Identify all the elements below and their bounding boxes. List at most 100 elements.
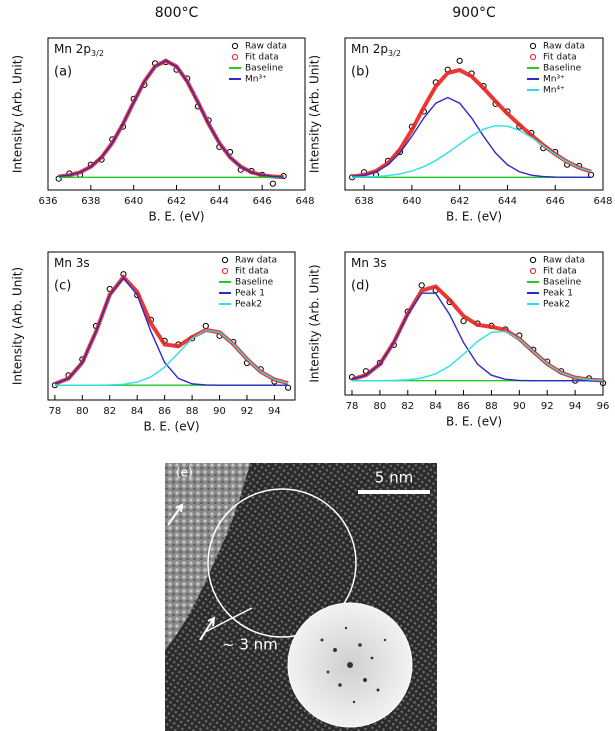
y-axis-label: Intensity (Arb. Unit)	[11, 267, 25, 385]
legend-label: Peak 1	[235, 289, 265, 299]
x-tick-label: 646	[546, 196, 565, 207]
legend-label: Mn³⁺	[245, 75, 267, 85]
x-tick-label: 82	[103, 406, 116, 417]
amorphous-region	[165, 463, 250, 650]
legend-label: Peak 1	[543, 289, 573, 299]
legend-label: Raw data	[543, 256, 585, 266]
x-axis-label: B. E. (eV)	[143, 420, 199, 434]
panel-label: (c)	[54, 279, 71, 294]
x-tick-label: 86	[158, 406, 171, 417]
arrow-right	[199, 616, 216, 641]
x-tick-label: 84	[131, 406, 144, 417]
legend-label: Fit data	[245, 53, 279, 63]
element-label: Mn 2p3/2	[351, 42, 401, 58]
element-label: Mn 2p3/2	[54, 42, 104, 58]
legend-label: Baseline	[543, 64, 582, 74]
legend-label: Peak2	[543, 300, 570, 310]
region-circle	[207, 488, 357, 638]
legend-symbol	[221, 267, 229, 275]
x-tick-label: 644	[498, 196, 517, 207]
legend-symbol	[529, 256, 537, 264]
element-label: Mn 3s	[54, 256, 90, 270]
annotation-line	[204, 607, 253, 633]
x-tick-label: 88	[186, 406, 199, 417]
component-line	[352, 96, 592, 179]
legend-symbol	[529, 53, 537, 61]
legend-label: Raw data	[543, 42, 585, 52]
component-line	[352, 124, 592, 178]
legend-label: Raw data	[235, 256, 277, 266]
x-tick-label: 90	[513, 401, 526, 412]
raw-data-point	[460, 318, 467, 325]
x-tick-label: 648	[295, 196, 314, 207]
x-tick-label: 646	[253, 196, 272, 207]
element-text: Mn 3s	[351, 256, 387, 270]
legend-label: Mn⁴⁺	[543, 86, 565, 96]
legend-symbol	[231, 53, 239, 61]
x-tick-label: 642	[450, 196, 469, 207]
arrow-left	[167, 503, 184, 526]
legend-label: Baseline	[245, 64, 284, 74]
legend-label: Baseline	[543, 278, 582, 288]
scale-bar-label: 5 nm	[375, 469, 413, 487]
x-tick-label: 80	[76, 406, 89, 417]
x-tick-label: 636	[38, 196, 57, 207]
y-axis-label: Intensity (Arb. Unit)	[308, 55, 322, 173]
x-tick-label: 638	[81, 196, 100, 207]
raw-data-point	[456, 57, 463, 64]
thickness-label: ~ 3 nm	[222, 636, 278, 654]
x-tick-label: 80	[373, 401, 386, 412]
x-tick-label: 94	[569, 401, 582, 412]
plot-frame	[47, 251, 296, 401]
panel-label: (d)	[351, 279, 369, 294]
panel-label: (b)	[351, 65, 369, 80]
legend-label: Fit data	[543, 53, 577, 63]
raw-data-point	[418, 282, 425, 289]
x-axis-label: B. E. (eV)	[446, 415, 502, 429]
x-axis-label: B. E. (eV)	[446, 210, 502, 224]
x-tick-label: 640	[402, 196, 421, 207]
legend-label: Peak2	[235, 300, 262, 310]
element-subscript: 3/2	[91, 49, 104, 58]
x-tick-label: 82	[401, 401, 414, 412]
component-line	[351, 292, 603, 382]
legend-label: Raw data	[245, 42, 287, 52]
x-tick-label: 96	[597, 401, 610, 412]
legend-symbol	[231, 42, 239, 50]
legend-label: Mn³⁺	[543, 75, 565, 85]
x-tick-label: 644	[210, 196, 229, 207]
legend-symbol	[529, 267, 537, 275]
component-line	[54, 276, 289, 386]
x-tick-label: 648	[593, 196, 612, 207]
element-text: Mn 2p	[351, 42, 388, 56]
x-tick-label: 78	[346, 401, 359, 412]
component-line	[54, 329, 289, 386]
column-title: 800°C	[155, 5, 199, 21]
panel-label: (e)	[176, 466, 193, 480]
legend-label: Fit data	[235, 267, 269, 277]
x-tick-label: 642	[167, 196, 186, 207]
x-tick-label: 84	[429, 401, 442, 412]
raw-data-point	[269, 180, 276, 187]
x-tick-label: 92	[541, 401, 554, 412]
element-text: Mn 3s	[54, 256, 90, 270]
element-subscript: 3/2	[388, 49, 401, 58]
y-axis-label: Intensity (Arb. Unit)	[11, 55, 25, 173]
x-tick-label: 88	[485, 401, 498, 412]
x-tick-label: 92	[241, 406, 254, 417]
panel-label: (a)	[54, 65, 72, 80]
x-tick-label: 640	[124, 196, 143, 207]
x-tick-label: 86	[457, 401, 470, 412]
component-line	[58, 60, 284, 178]
element-text: Mn 2p	[54, 42, 91, 56]
legend-label: Baseline	[235, 278, 274, 288]
legend-label: Fit data	[543, 267, 577, 277]
legend-symbol	[221, 256, 229, 264]
element-label: Mn 3s	[351, 256, 387, 270]
legend-symbol	[529, 42, 537, 50]
column-title: 900°C	[452, 5, 496, 21]
x-tick-label: 94	[268, 406, 281, 417]
tem-image: (e) 5 nm ~ 3 nm	[165, 463, 437, 731]
component-line	[351, 330, 604, 382]
